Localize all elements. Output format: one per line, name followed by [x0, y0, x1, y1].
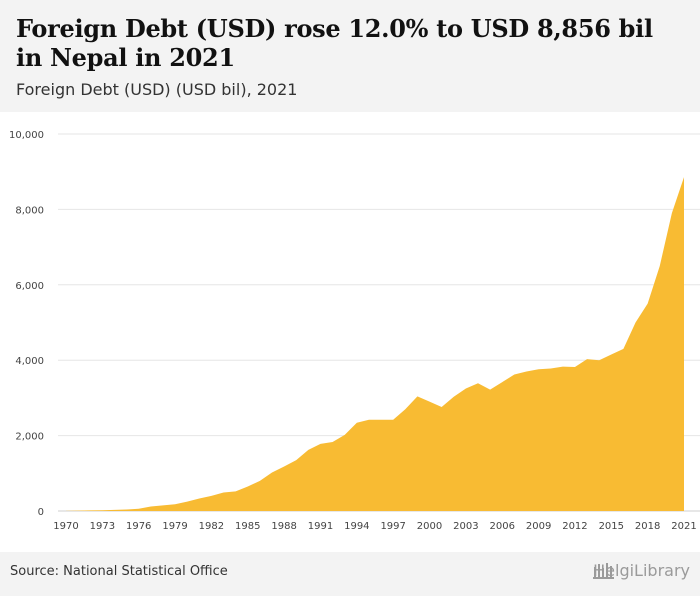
source-note: Source: National Statistical Office — [10, 564, 228, 579]
y-tick-label: 10,000 — [9, 130, 44, 141]
chart-header: Foreign Debt (USD) rose 12.0% to USD 8,8… — [0, 0, 700, 112]
x-tick-label: 2003 — [453, 521, 478, 532]
brand-logo[interactable]: HelgiLibrary — [593, 561, 690, 580]
y-tick-label: 8,000 — [15, 205, 44, 216]
x-tick-label: 2018 — [635, 521, 660, 532]
y-tick-label: 6,000 — [15, 281, 44, 292]
x-tick-label: 1997 — [380, 521, 405, 532]
x-tick-label: 1976 — [126, 521, 151, 532]
x-tick-label: 1985 — [235, 521, 260, 532]
y-tick-label: 2,000 — [15, 432, 44, 443]
x-tick-label: 2012 — [562, 521, 587, 532]
y-tick-label: 0 — [38, 507, 44, 518]
x-tick-label: 2015 — [599, 521, 624, 532]
x-tick-label: 1979 — [162, 521, 187, 532]
x-tick-label: 2021 — [671, 521, 696, 532]
brand-name: HelgiLibrary — [593, 561, 690, 580]
debt-area-series — [66, 177, 684, 511]
x-tick-label: 2006 — [490, 521, 515, 532]
x-tick-label: 2009 — [526, 521, 551, 532]
x-tick-label: 1991 — [308, 521, 333, 532]
x-tick-label: 1988 — [271, 521, 296, 532]
x-tick-label: 1970 — [53, 521, 78, 532]
x-tick-label: 1982 — [199, 521, 224, 532]
x-tick-label: 1994 — [344, 521, 369, 532]
library-icon — [593, 563, 615, 579]
x-tick-label: 2000 — [417, 521, 442, 532]
chart-subtitle: Foreign Debt (USD) (USD bil), 2021 — [16, 80, 298, 99]
foreign-debt-area-chart: 0 2,000 4,000 6,000 8,000 10,000 1970 1973 1976 1… — [9, 130, 700, 532]
chart-title: Foreign Debt (USD) rose 12.0% to USD 8,8… — [16, 14, 653, 72]
y-tick-label: 4,000 — [15, 356, 44, 367]
x-tick-label: 1973 — [90, 521, 115, 532]
